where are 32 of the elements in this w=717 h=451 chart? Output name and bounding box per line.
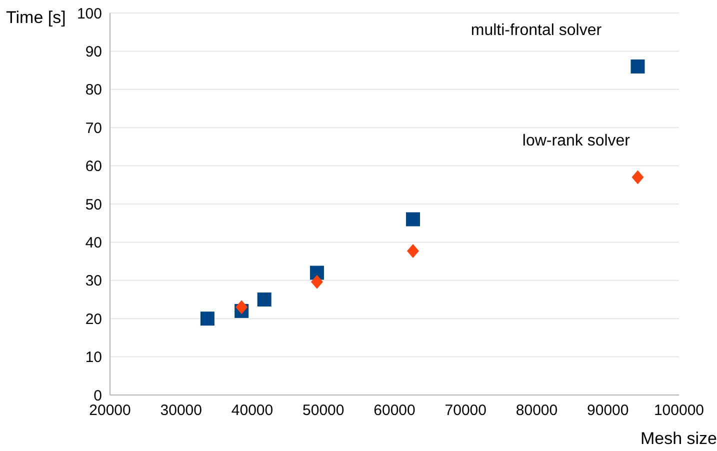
y-tick-label: 70	[85, 120, 102, 137]
x-tick-label: 70000	[444, 402, 486, 419]
x-tick-label: 100000	[654, 402, 704, 419]
y-tick-label: 30	[85, 272, 102, 290]
y-tick-label: 10	[85, 349, 102, 366]
y-tick-label: 90	[85, 44, 102, 61]
y-tick-label: 50	[85, 196, 102, 214]
x-tick-label: 50000	[302, 402, 344, 419]
point	[632, 170, 644, 184]
y-tick-label: 0	[94, 387, 102, 404]
x-tick-label: 80000	[516, 402, 558, 419]
point	[200, 312, 214, 326]
series-label: low-rank solver	[522, 132, 631, 150]
y-tick-label: 100	[76, 5, 102, 22]
y-tick-label: 40	[85, 234, 102, 252]
x-tick-label: 40000	[231, 402, 274, 419]
point	[406, 212, 420, 226]
y-axis-title: Time [s]	[6, 8, 66, 28]
x-axis-title: Mesh size	[640, 429, 717, 449]
point	[257, 292, 272, 306]
x-tick-label: 60000	[374, 402, 416, 419]
y-tick-label: 60	[85, 158, 102, 176]
x-tick-label: 30000	[160, 402, 202, 419]
point	[630, 59, 645, 74]
point	[236, 300, 248, 314]
x-tick-label: 20000	[89, 402, 131, 419]
x-tick-label: 90000	[587, 402, 629, 419]
text: multi-frontal solver	[470, 22, 602, 39]
point	[310, 274, 323, 289]
y-tick-label: 80	[85, 82, 102, 99]
y-tick-label: 20	[85, 310, 102, 328]
point	[406, 244, 419, 258]
